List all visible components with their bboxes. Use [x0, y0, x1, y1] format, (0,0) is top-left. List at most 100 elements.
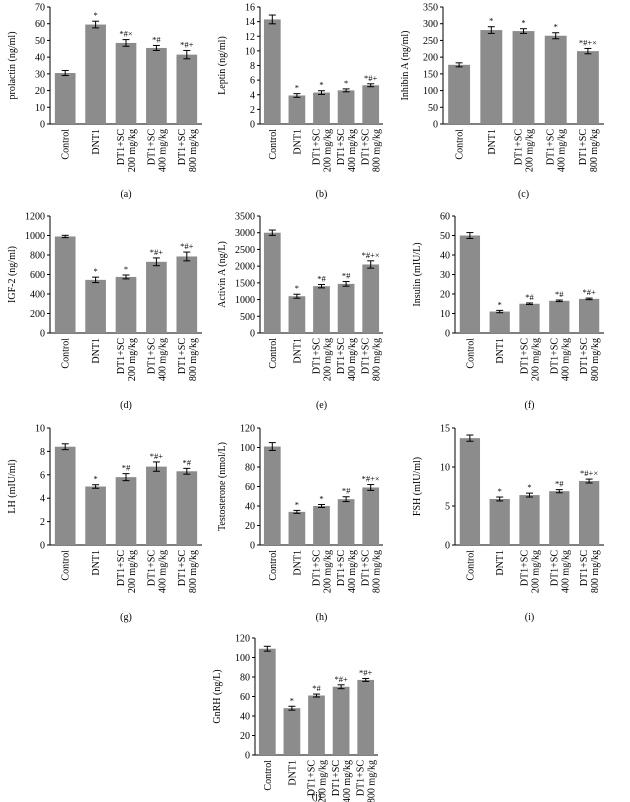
x-category-label: DT1+SC200 mg/kg: [307, 760, 329, 802]
y-tick-label: 100: [235, 653, 250, 664]
panel-label: (f): [525, 400, 535, 411]
y-tick-label: 10: [440, 463, 450, 474]
y-tick-label: 2000: [235, 262, 255, 273]
significance-label: *#: [342, 271, 351, 281]
significance-label: *#+×: [362, 250, 380, 260]
x-category-line: DT1+SC: [336, 338, 347, 375]
significance-label: *#+: [180, 241, 194, 251]
significance-label: *: [527, 482, 531, 492]
x-category-line: DT1+SC: [356, 760, 367, 797]
x-category-label: DT1+SC800 mg/kg: [361, 550, 383, 593]
y-tick-label: 8: [40, 447, 45, 458]
panel-label: (c): [518, 189, 529, 200]
bar: [459, 438, 481, 545]
x-category-line: DT1+SC: [579, 550, 590, 587]
bar: [115, 276, 137, 333]
y-tick-label: 40: [245, 502, 255, 513]
x-category-label: DT1+SC200 mg/kg: [116, 129, 138, 172]
significance-label: *#: [152, 34, 161, 44]
x-category-line: 800 mg/kg: [372, 129, 383, 172]
x-category-label: DT1+SC400 mg/kg: [331, 760, 353, 802]
bar: [54, 73, 76, 124]
significance-label: *: [124, 264, 128, 274]
x-category-line: 800 mg/kg: [590, 550, 601, 593]
x-category-line: DT1+SC: [578, 129, 589, 166]
y-tick-label: 60: [35, 19, 45, 30]
significance-label: *#+: [582, 287, 596, 297]
x-category-label: Control: [465, 550, 476, 581]
significance-label: *#+: [359, 667, 373, 677]
y-tick-label: 1000: [25, 231, 45, 242]
x-category-line: DNT1: [91, 338, 102, 364]
x-category-label: DNT1: [91, 129, 102, 155]
x-category-line: DNT1: [91, 550, 102, 576]
chart-panel-e: 0 500 1000 1500 2000 2500 3000 3500 Activin A (n…: [217, 212, 383, 411]
bar: [337, 90, 355, 124]
x-category-label: DNT1: [292, 338, 303, 364]
x-category-label: DNT1: [91, 338, 102, 364]
y-tick-label: 2: [250, 105, 255, 116]
x-category-label: DT1+SC400 mg/kg: [146, 338, 168, 381]
x-category-label: DNT1: [292, 550, 303, 576]
y-tick-label: 200: [423, 53, 438, 64]
x-category-line: Control: [455, 129, 466, 160]
y-tick-label: 60: [245, 482, 255, 493]
bar: [146, 261, 167, 333]
x-category-line: 200 mg/kg: [323, 338, 334, 381]
significance-label: *: [521, 18, 525, 28]
x-category-line: DNT1: [495, 550, 506, 576]
x-category-line: 400 mg/kg: [157, 129, 168, 172]
x-category-label: DT1+SC800 mg/kg: [177, 338, 199, 381]
y-tick-label: 30: [440, 270, 450, 281]
y-tick-label: 40: [440, 251, 450, 262]
bar: [258, 648, 276, 755]
significance-label: *: [344, 78, 348, 88]
panel-label: (i): [525, 612, 534, 623]
x-category-label: DT1+SC400 mg/kg: [546, 129, 568, 172]
x-category-line: 400 mg/kg: [557, 129, 568, 172]
x-category-line: DT1+SC: [312, 129, 323, 166]
y-tick-label: 14: [245, 17, 255, 28]
bar: [489, 311, 510, 333]
x-category-line: DNT1: [292, 129, 303, 155]
x-category-line: Control: [263, 760, 274, 791]
significance-label: *#: [122, 463, 131, 473]
x-category-label: Control: [61, 338, 72, 369]
significance-label: *#+: [150, 247, 164, 257]
bar: [313, 286, 330, 333]
bar: [54, 446, 76, 545]
x-category-label: DT1+SC800 mg/kg: [361, 338, 383, 381]
x-category-line: DNT1: [292, 550, 303, 576]
panel-label: (b): [316, 189, 328, 200]
significance-label: *: [93, 474, 97, 484]
y-tick-label: 0: [40, 120, 45, 131]
x-category-label: DT1+SC200 mg/kg: [520, 338, 542, 381]
x-category-line: Control: [465, 550, 476, 581]
x-category-line: 400 mg/kg: [347, 550, 358, 593]
x-category-line: 800 mg/kg: [188, 338, 199, 381]
significance-label: *: [93, 10, 97, 20]
significance-label: *#×: [119, 29, 133, 39]
x-category-line: 200 mg/kg: [127, 550, 138, 593]
y-tick-label: 400: [30, 290, 45, 301]
x-category-line: DT1+SC: [514, 129, 525, 166]
significance-label: *#+: [334, 674, 348, 684]
y-tick-label: 0: [250, 120, 255, 131]
significance-label: *: [295, 83, 299, 93]
bar: [362, 85, 380, 124]
panel-label: (h): [316, 612, 328, 623]
y-tick-label: 500: [240, 312, 255, 323]
y-tick-label: 8: [250, 61, 255, 72]
y-tick-label: 0: [445, 329, 450, 340]
bar: [480, 30, 503, 125]
x-category-label: DT1+SC800 mg/kg: [579, 338, 601, 381]
x-category-line: DNT1: [487, 129, 498, 155]
y-tick-label: 50: [428, 103, 438, 114]
chart-panel-c: 0 50 100 150 200 250 300 350 Inhibin A (ng/ml) Co…: [400, 3, 604, 200]
x-category-line: 400 mg/kg: [157, 338, 168, 381]
bar: [313, 506, 330, 545]
significance-label: *#+: [180, 39, 194, 49]
x-category-line: 200 mg/kg: [531, 338, 542, 381]
